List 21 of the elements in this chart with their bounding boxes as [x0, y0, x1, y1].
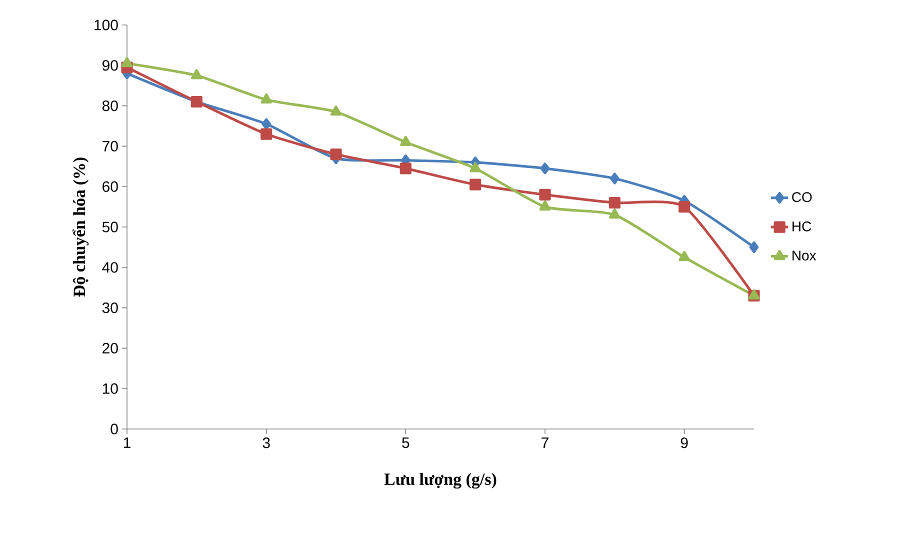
- y-tick-label: 100: [94, 20, 118, 30]
- y-tick-label: 30: [102, 302, 118, 314]
- y-tick-label: 50: [102, 222, 118, 232]
- y-tick-label: 70: [102, 140, 118, 152]
- y-axis-title: Độ chuyển hóa (%): [72, 158, 89, 297]
- x-tick-label: 9: [680, 438, 688, 448]
- y-tick-label: 60: [102, 181, 118, 192]
- x-tick-label: 1: [124, 438, 130, 448]
- x-axis-title: Lưu lượng (g/s): [384, 473, 496, 489]
- x-tick-label: 3: [262, 438, 270, 448]
- x-tick-label: 5: [402, 438, 410, 448]
- y-tick-label: 20: [102, 342, 118, 354]
- y-tick-label: 0: [110, 424, 118, 434]
- legend-label: HC: [792, 221, 812, 232]
- legend-label: CO: [792, 192, 812, 202]
- y-tick-label: 40: [102, 262, 118, 273]
- y-tick-label: 90: [102, 60, 118, 71]
- y-tick-label: 10: [102, 383, 118, 394]
- x-tick-label: 7: [542, 438, 548, 448]
- y-tick-label: 80: [102, 100, 118, 112]
- legend-label: Nox: [792, 250, 816, 260]
